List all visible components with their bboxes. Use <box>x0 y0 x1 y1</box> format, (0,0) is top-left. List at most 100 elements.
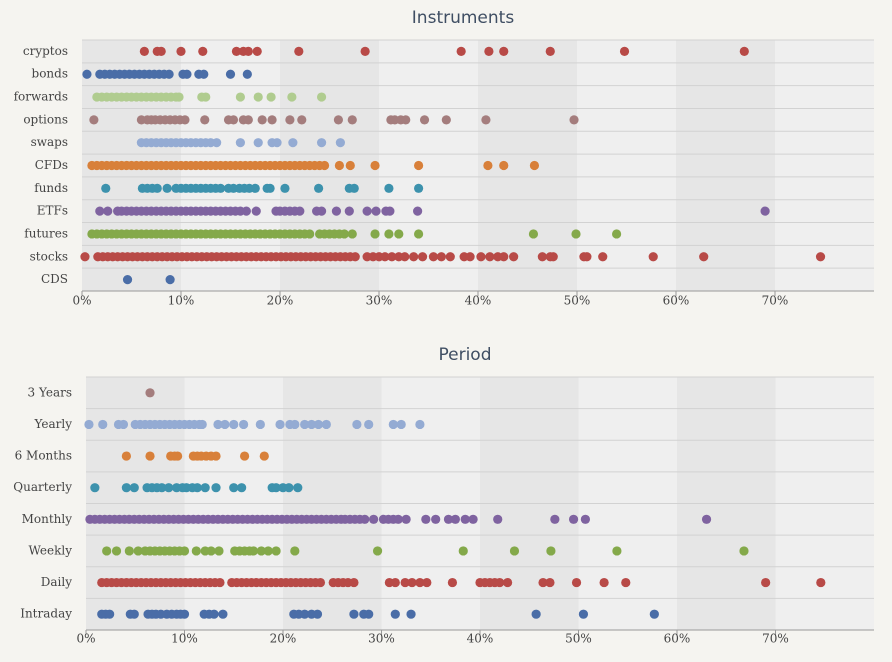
point <box>443 514 454 524</box>
point <box>129 609 139 619</box>
point <box>815 252 826 262</box>
point <box>415 419 425 430</box>
point <box>271 483 281 493</box>
x-tick-label: 0% <box>72 294 91 308</box>
point <box>124 546 134 556</box>
row-label: futures <box>24 226 68 240</box>
point <box>162 183 172 193</box>
point <box>493 514 503 524</box>
point <box>235 92 245 102</box>
point <box>484 46 494 57</box>
row-label: cryptos <box>23 44 68 58</box>
point <box>214 546 224 556</box>
point <box>253 92 263 102</box>
x-tick-label: 20% <box>270 632 297 646</box>
point <box>251 206 261 216</box>
point <box>400 252 410 262</box>
point <box>352 419 362 430</box>
point <box>339 229 349 239</box>
point <box>380 252 390 262</box>
row-label: ETFs <box>37 204 68 218</box>
point <box>290 419 300 430</box>
point <box>739 46 749 57</box>
point <box>164 69 174 79</box>
point <box>319 160 330 171</box>
point <box>229 483 239 493</box>
point <box>362 206 372 216</box>
band <box>676 40 775 291</box>
point <box>422 577 432 588</box>
chart-title: Instruments <box>412 8 515 28</box>
point <box>495 577 505 588</box>
point <box>255 419 265 430</box>
point <box>80 252 90 262</box>
point <box>428 252 439 262</box>
point <box>174 92 184 102</box>
point <box>284 483 294 493</box>
point <box>259 451 269 461</box>
point <box>293 483 303 493</box>
point <box>548 252 558 262</box>
point <box>417 252 428 262</box>
point <box>267 115 277 125</box>
row-label: 6 Months <box>15 449 72 463</box>
point <box>313 419 324 430</box>
point <box>364 419 374 430</box>
point <box>509 546 520 556</box>
point <box>199 69 209 79</box>
point <box>350 252 360 262</box>
point <box>384 229 394 239</box>
point <box>413 206 423 216</box>
point <box>401 115 411 125</box>
point <box>582 252 592 262</box>
point <box>280 183 290 193</box>
point <box>156 46 166 57</box>
point <box>569 115 579 125</box>
point <box>387 252 397 262</box>
point <box>369 514 379 524</box>
x-tick-label: 60% <box>664 632 691 646</box>
point <box>212 138 222 148</box>
point <box>465 252 475 262</box>
point <box>316 138 327 148</box>
point <box>285 115 295 125</box>
x-tick-label: 70% <box>762 632 789 646</box>
point <box>571 577 582 588</box>
point <box>300 419 310 430</box>
point <box>305 229 315 239</box>
point <box>237 483 247 493</box>
point <box>481 115 491 125</box>
point <box>406 609 416 619</box>
point <box>499 46 509 57</box>
point <box>90 483 100 493</box>
x-tick-label: 30% <box>368 632 395 646</box>
point <box>568 514 579 524</box>
point <box>295 206 305 216</box>
point <box>360 514 370 524</box>
row-label: funds <box>34 181 68 195</box>
point <box>225 69 236 79</box>
point <box>599 577 609 588</box>
point <box>263 546 273 556</box>
point <box>335 138 345 148</box>
point <box>316 92 327 102</box>
point <box>256 546 266 556</box>
row-label: CDS <box>41 272 68 286</box>
point <box>333 115 344 125</box>
point <box>483 160 493 171</box>
point <box>409 252 419 262</box>
point <box>218 609 228 619</box>
row-label: Yearly <box>34 417 73 431</box>
x-tick-label: 50% <box>565 632 592 646</box>
point <box>229 419 239 430</box>
point <box>243 46 253 57</box>
point <box>101 183 111 193</box>
point <box>95 206 105 216</box>
point <box>370 160 380 171</box>
row-label: stocks <box>30 249 68 263</box>
point <box>180 115 190 125</box>
point <box>215 577 225 588</box>
point <box>165 274 175 285</box>
point <box>419 115 430 125</box>
